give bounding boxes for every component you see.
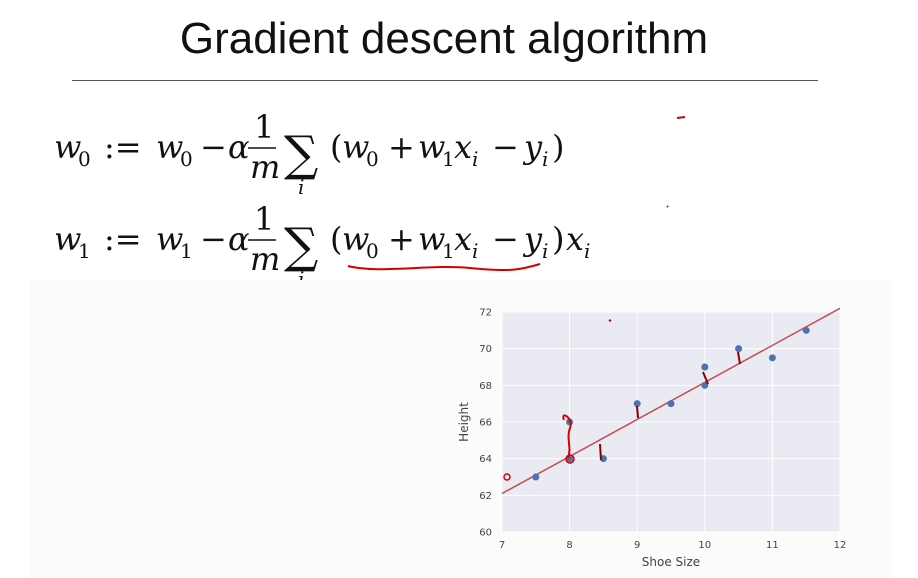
- eq2-w0-sub: 0: [366, 239, 379, 263]
- x-tick-label: 11: [766, 540, 779, 551]
- eq2-w1: w: [418, 220, 445, 258]
- eq2-x: x: [454, 220, 472, 258]
- eq1-x: x: [454, 128, 472, 166]
- eq1-paren-close: ): [552, 128, 564, 166]
- eq1-paren-open: (: [330, 128, 342, 166]
- eq2-w1-sub: 1: [442, 239, 455, 263]
- data-point: [633, 400, 641, 408]
- eq2-minus2: −: [492, 220, 519, 258]
- eq1-rhs-sub: 0: [180, 147, 193, 171]
- eq1-lhs-w: w: [54, 128, 81, 166]
- eq2-rhs-w: w: [156, 220, 183, 258]
- eq2-frac-den: m: [250, 240, 280, 278]
- eq1-sigma-sub: i: [298, 175, 304, 199]
- eq1-alpha: α: [228, 128, 250, 166]
- eq1-assign: :=: [104, 128, 142, 166]
- data-point: [599, 455, 607, 463]
- eq2-sigma-sub: i: [298, 267, 304, 290]
- eq1-w0-sub: 0: [366, 147, 379, 171]
- eq2-alpha: α: [228, 220, 250, 258]
- eq1-minus2: −: [492, 128, 519, 166]
- eq1-rhs-w: w: [156, 128, 183, 166]
- eq2-lhs-sub: 1: [78, 239, 91, 263]
- x-axis-label: Shoe Size: [642, 555, 700, 569]
- equations: w 0 := w 0 − α 1 m ∑ i ( w 0 + w 1 x i −…: [54, 108, 590, 290]
- eq1-frac-den: m: [250, 148, 280, 186]
- eq1-w1: w: [418, 128, 445, 166]
- scatter-chart: 7 8 9 10 11 12 60 62 64 66 68 70 72 Shoe Size Heigh…: [457, 308, 847, 570]
- y-tick-label: 66: [479, 418, 492, 429]
- data-point: [768, 354, 776, 362]
- eq2-y-sub: i: [542, 239, 548, 263]
- title-divider: [72, 80, 818, 81]
- eq1-w1-sub: 1: [442, 147, 455, 171]
- eq2-sigma: ∑: [284, 218, 318, 274]
- grid-lines: [501, 311, 841, 533]
- eq1-y: y: [522, 128, 543, 166]
- y-tick-label: 60: [479, 528, 492, 539]
- y-axis-label: Height: [457, 402, 471, 442]
- y-tick-label: 64: [479, 454, 492, 465]
- y-tick-labels: 60 62 64 66 68 70 72: [479, 308, 492, 539]
- equation-w0-update: w 0 := w 0 − α 1 m ∑ i ( w 0 + w 1 x i −…: [54, 108, 564, 199]
- eq1-x-sub: i: [472, 147, 478, 171]
- slide-title: Gradient descent algorithm: [179, 14, 709, 63]
- eq2-x-sub: i: [472, 239, 478, 263]
- eq2-plus: +: [388, 220, 415, 258]
- x-tick-label: 9: [634, 540, 640, 551]
- eq1-minus: −: [200, 128, 227, 166]
- x-tick-label: 8: [566, 540, 572, 551]
- eq1-lhs-sub: 0: [78, 147, 91, 171]
- x-tick-label: 10: [698, 540, 711, 551]
- eq1-w0: w: [342, 128, 369, 166]
- y-tick-label: 70: [479, 344, 492, 355]
- data-point: [802, 326, 810, 334]
- data-point: [735, 345, 743, 353]
- x-tick-label: 7: [499, 540, 505, 551]
- eq2-x-tail: x: [566, 220, 584, 258]
- x-tick-label: 12: [834, 540, 847, 551]
- eq2-y: y: [522, 220, 543, 258]
- data-point: [701, 381, 709, 389]
- equation-w1-update: w 1 := w 1 − α 1 m ∑ i ( w 0 + w 1 x i −…: [54, 200, 590, 290]
- y-tick-label: 62: [479, 491, 492, 502]
- eq1-y-sub: i: [542, 147, 548, 171]
- eq1-plus: +: [388, 128, 415, 166]
- data-point: [566, 455, 574, 463]
- eq2-paren-open: (: [330, 220, 342, 258]
- data-point: [532, 473, 540, 481]
- eq1-frac-num: 1: [254, 108, 274, 146]
- y-tick-label: 68: [479, 381, 492, 392]
- eq2-paren-close: ): [552, 220, 564, 258]
- eq2-x-tail-sub: i: [584, 239, 590, 263]
- eq2-rhs-sub: 1: [180, 239, 193, 263]
- eq2-lhs-w: w: [54, 220, 81, 258]
- eq1-sigma: ∑: [284, 126, 318, 182]
- data-point: [667, 400, 675, 408]
- eq2-w0: w: [342, 220, 369, 258]
- data-point: [566, 418, 574, 426]
- data-point: [701, 363, 709, 371]
- eq2-assign: :=: [104, 220, 142, 258]
- x-tick-labels: 7 8 9 10 11 12: [499, 540, 847, 551]
- eq2-frac-num: 1: [254, 200, 274, 238]
- y-tick-label: 72: [479, 308, 492, 319]
- eq2-minus: −: [200, 220, 227, 258]
